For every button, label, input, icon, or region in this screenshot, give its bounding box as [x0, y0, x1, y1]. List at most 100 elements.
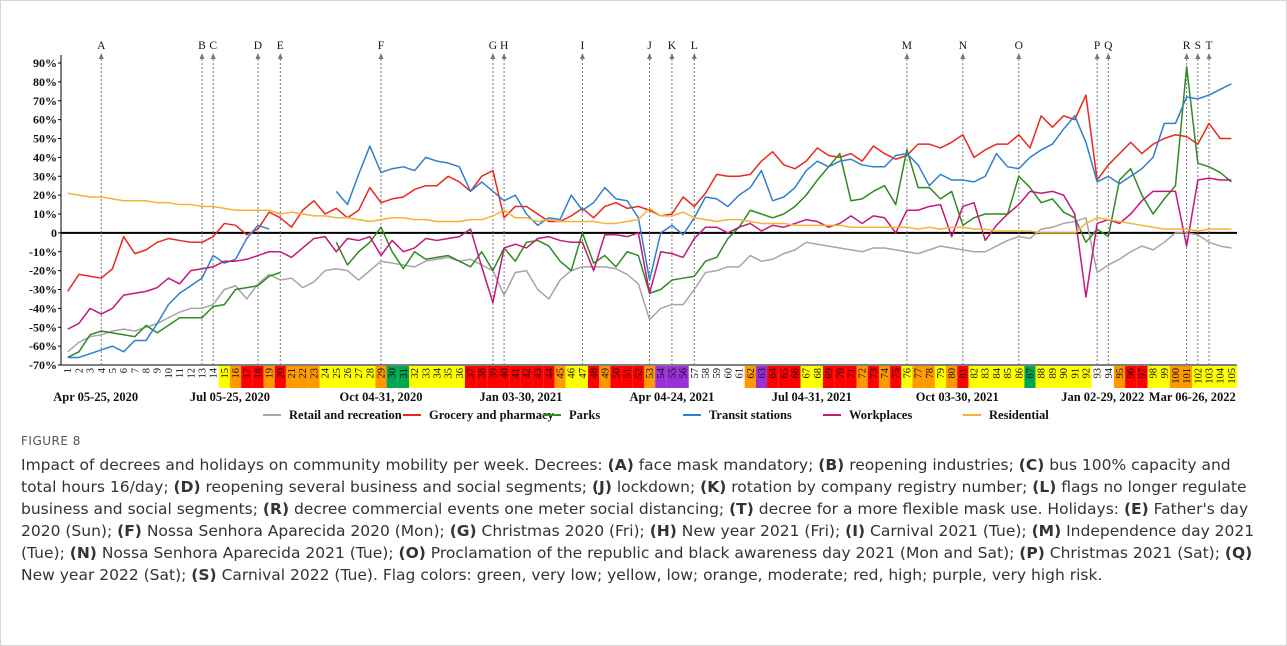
- caption-key: (T): [729, 500, 754, 518]
- flag: [1169, 366, 1182, 388]
- caption-key: (Q): [1224, 544, 1253, 562]
- flag: [912, 366, 924, 388]
- caption-item: rotation by company registry number;: [731, 478, 1028, 496]
- x-tick-label: 86: [1014, 368, 1025, 379]
- flag: [1002, 366, 1014, 388]
- x-tick-label: 104: [1216, 367, 1227, 384]
- x-tick-label: 72: [858, 368, 869, 379]
- flag: [252, 366, 264, 388]
- annotation-label: S: [1195, 40, 1201, 52]
- y-tick-label: 10%: [33, 207, 57, 221]
- annotation-label: K: [668, 40, 677, 52]
- legend-label: Workplaces: [849, 408, 912, 422]
- flag: [420, 366, 432, 388]
- caption-key: (P): [1019, 544, 1045, 562]
- x-tick-label: 62: [746, 368, 757, 379]
- x-tick-label: 57: [690, 368, 701, 379]
- x-tick-label: 41: [511, 368, 522, 379]
- x-tick-label: 22: [298, 368, 309, 379]
- x-tick-label: 47: [578, 368, 589, 379]
- annotation-arrow: [1195, 53, 1201, 59]
- caption-item: Christmas 2021 (Sat);: [1049, 544, 1220, 562]
- flag: [588, 366, 600, 388]
- annotation-label: T: [1206, 40, 1213, 52]
- x-tick-label: 75: [891, 368, 902, 379]
- x-tick-label: 11: [175, 368, 186, 378]
- x-tick-label: 84: [992, 367, 1003, 378]
- flag: [520, 366, 533, 388]
- caption-item: Nossa Senhora Aparecida 2021 (Tue);: [101, 544, 394, 562]
- annotation-arrow: [904, 53, 910, 59]
- x-tick-label: 78: [925, 368, 936, 379]
- flag: [341, 366, 354, 388]
- caption-key: (N): [69, 544, 97, 562]
- flag: [297, 366, 309, 388]
- flag: [308, 366, 320, 388]
- y-tick-label: -40%: [29, 301, 57, 315]
- annotation-arrow: [98, 53, 104, 59]
- caption-item: reopening several business and social se…: [205, 478, 588, 496]
- x-tick-label: 48: [589, 368, 600, 379]
- x-tick-label: 67: [802, 368, 813, 379]
- x-tick-label: 30: [388, 368, 399, 379]
- y-tick-label: -20%: [29, 264, 57, 278]
- flag: [778, 366, 790, 388]
- flag: [442, 366, 454, 388]
- y-tick-label: -30%: [29, 283, 57, 297]
- flag: [946, 366, 958, 388]
- annotation-label: R: [1183, 40, 1191, 52]
- flag: [1125, 366, 1137, 388]
- x-tick-label: 21: [287, 368, 298, 379]
- x-tick-label: 12: [186, 368, 197, 379]
- flag: [1046, 366, 1058, 388]
- flag: [543, 366, 555, 388]
- flag: [677, 366, 689, 388]
- x-tick-label: 56: [679, 368, 690, 379]
- flag: [934, 366, 947, 388]
- series-line: [67, 192, 1232, 234]
- series-line: [67, 83, 1232, 359]
- x-tick-label: 74: [880, 367, 891, 378]
- annotation-label: J: [647, 40, 652, 52]
- caption-key: (F): [117, 522, 142, 540]
- flag: [655, 366, 667, 388]
- legend-label: Residential: [989, 408, 1049, 422]
- flag: [1080, 366, 1092, 388]
- flag: [1035, 366, 1047, 388]
- x-tick-label: 26: [343, 368, 354, 379]
- x-tick-label: 37: [466, 368, 477, 379]
- x-tick-label: 82: [970, 368, 981, 379]
- y-tick-label: -50%: [29, 320, 57, 334]
- flag: [397, 366, 409, 388]
- flag: [464, 366, 477, 388]
- x-tick-label: 2: [74, 368, 85, 373]
- period-label: Jul 04-31, 2021: [772, 390, 852, 404]
- caption-key: (H): [649, 522, 677, 540]
- annotation-arrow: [378, 53, 384, 59]
- x-tick-label: 18: [253, 368, 264, 379]
- series-line: [67, 94, 1232, 292]
- caption-item: decree for a more flexible mask use. Hol…: [758, 500, 1119, 518]
- caption-key: (E): [1123, 500, 1149, 518]
- flag: [856, 366, 868, 388]
- flag: [800, 366, 812, 388]
- annotation-arrow: [579, 53, 585, 59]
- annotation-arrow: [669, 53, 675, 59]
- x-tick-label: 13: [197, 368, 208, 379]
- x-tick-label: 3: [86, 368, 97, 373]
- annotation-label: N: [959, 40, 968, 52]
- series-line: [67, 66, 1232, 359]
- x-tick-label: 71: [846, 368, 857, 379]
- flag: [218, 366, 230, 388]
- annotation-label: A: [97, 40, 106, 52]
- x-tick-label: 68: [813, 368, 824, 379]
- caption-item: New year 2022 (Sat);: [21, 566, 187, 584]
- x-tick-label: 34: [432, 367, 443, 378]
- flag: [431, 366, 443, 388]
- x-tick-label: 17: [242, 368, 253, 379]
- flag: [1214, 366, 1226, 388]
- y-tick-label: 50%: [33, 132, 57, 146]
- flag: [632, 366, 644, 388]
- flag: [811, 366, 823, 388]
- annotation-arrow: [199, 53, 205, 59]
